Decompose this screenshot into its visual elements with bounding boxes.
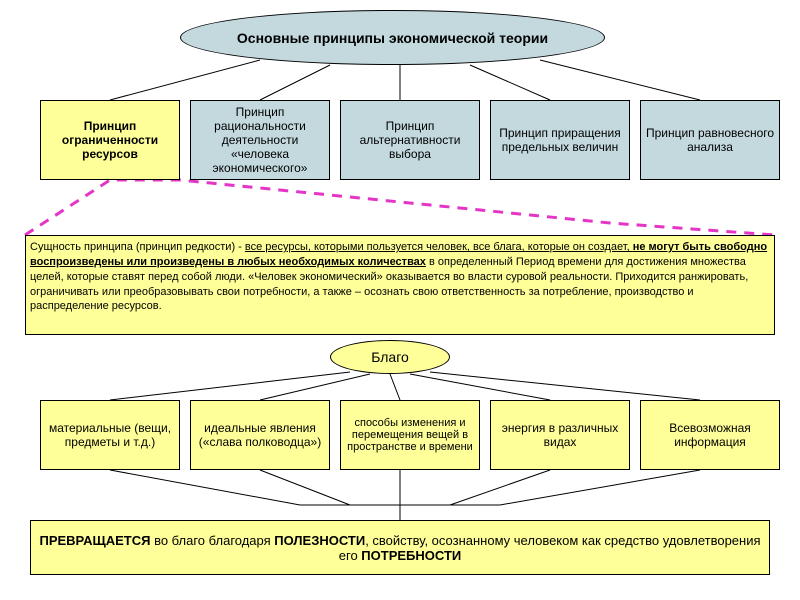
principle-box-3: Принцип приращения предельных величин (490, 100, 630, 180)
goods-label: энергия в различных видах (495, 421, 625, 449)
goods-label: материальные (вещи, предметы и т.д.) (45, 421, 175, 449)
blago-text: Благо (371, 349, 409, 365)
principle-box-2: Принцип альтернативности выбора (340, 100, 480, 180)
conc-p3: ПОТРЕБНОСТИ (361, 548, 461, 563)
conc-p1: ПРЕВРАЩАЕТСЯ (39, 533, 150, 548)
goods-box-3: энергия в различных видах (490, 400, 630, 470)
principle-label: Принцип альтернативности выбора (345, 119, 475, 161)
description-text: Сущность принципа (принцип редкости) - в… (30, 240, 770, 314)
principle-label: Принцип равновесного анализа (645, 126, 775, 154)
principle-label: Принцип приращения предельных величин (495, 126, 625, 154)
blago-ellipse: Благо (330, 340, 450, 374)
goods-box-1: идеальные явления («слава полководца») (190, 400, 330, 470)
principle-label: Принцип рациональности деятельности «чел… (195, 105, 325, 175)
desc-prefix: Сущность принципа (принцип редкости) - (30, 241, 245, 253)
goods-label: идеальные явления («слава полководца») (195, 421, 325, 449)
goods-box-2: способы изменения и перемещения вещей в … (340, 400, 480, 470)
title-text: Основные принципы экономической теории (237, 30, 548, 46)
conc-p2: ПОЛЕЗНОСТИ (274, 533, 365, 548)
description-box: Сущность принципа (принцип редкости) - в… (25, 235, 775, 335)
desc-underlined1: все ресурсы, которыми пользуется человек… (245, 241, 633, 253)
principle-box-4: Принцип равновесного анализа (640, 100, 780, 180)
conclusion-text: ПРЕВРАЩАЕТСЯ во благо благодаря ПОЛЕЗНОС… (35, 533, 765, 563)
goods-box-4: Всевозможная информация (640, 400, 780, 470)
principle-box-1: Принцип рациональности деятельности «чел… (190, 100, 330, 180)
goods-label: способы изменения и перемещения вещей в … (345, 417, 475, 453)
conclusion-box: ПРЕВРАЩАЕТСЯ во благо благодаря ПОЛЕЗНОС… (30, 520, 770, 575)
principle-box-0: Принцип ограниченности ресурсов (40, 100, 180, 180)
conc-t1: во благо благодаря (150, 533, 274, 548)
goods-label: Всевозможная информация (645, 421, 775, 449)
goods-box-0: материальные (вещи, предметы и т.д.) (40, 400, 180, 470)
principle-label: Принцип ограниченности ресурсов (45, 119, 175, 161)
title-ellipse: Основные принципы экономической теории (180, 10, 605, 65)
